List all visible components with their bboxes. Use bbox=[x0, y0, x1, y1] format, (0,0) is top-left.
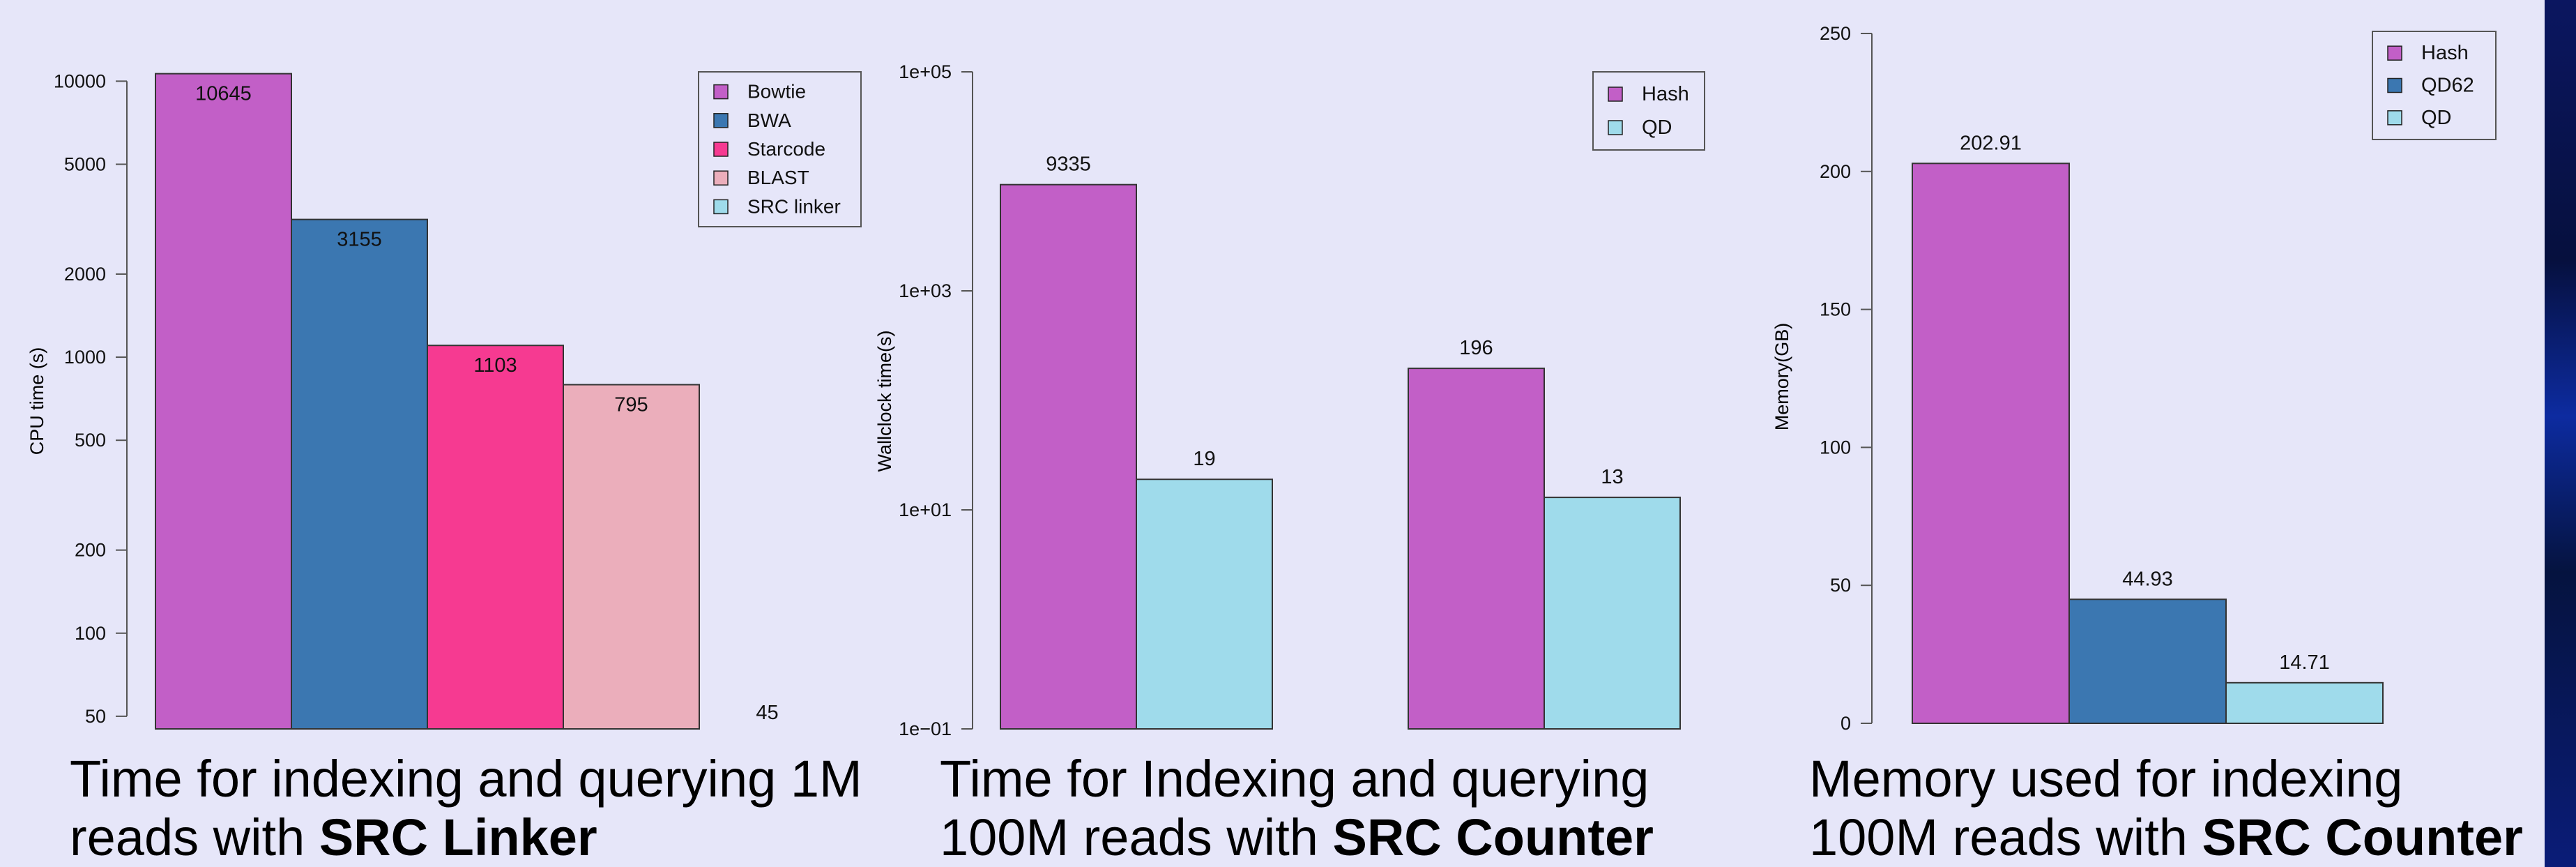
bar-value-label: 19 bbox=[1193, 448, 1215, 470]
y-tick-label: 1e−01 bbox=[899, 718, 952, 739]
legend-entry: Hash bbox=[2421, 42, 2469, 64]
bar bbox=[1544, 497, 1681, 730]
bar bbox=[1000, 183, 1137, 730]
y-tick-label: 200 bbox=[1820, 161, 1851, 182]
bar-value-label: 45 bbox=[756, 702, 778, 724]
bar bbox=[155, 73, 292, 730]
wallclock-time-chart-svg: Wallclock time(s) 1e−01 1e+01 1e+03 1e+05 93… bbox=[874, 61, 1705, 739]
caption-wallclock-time: Time for Indexing and querying 100M read… bbox=[940, 750, 1654, 867]
legend-entry: SRC linker bbox=[747, 195, 841, 217]
memory-chart: Memory(GB) 0 50 100 150 200 250 202.91 44.93 14.… bbox=[1743, 0, 2545, 739]
caption-line-2: 100M reads with SRC Counter bbox=[940, 808, 1654, 866]
legend-box bbox=[1592, 71, 1705, 151]
legend-swatch bbox=[713, 142, 729, 157]
bar-value-label: 1103 bbox=[473, 354, 517, 377]
memory-chart-svg: Memory(GB) 0 50 100 150 200 250 202.91 44.93 14.… bbox=[1771, 23, 2497, 734]
legend-swatch bbox=[713, 199, 729, 215]
bar-value-label: 14.71 bbox=[2279, 651, 2330, 674]
legend-swatch bbox=[2387, 77, 2402, 93]
y-tick-label: 100 bbox=[75, 623, 106, 644]
y-tick-label: 1e+01 bbox=[899, 499, 952, 520]
y-tick-label: 150 bbox=[1820, 299, 1851, 320]
legend-entry: QD bbox=[1642, 116, 1672, 139]
y-axis-label: CPU time (s) bbox=[26, 347, 47, 455]
y-tick-label: 10000 bbox=[54, 70, 106, 91]
legend-entry: BLAST bbox=[747, 167, 809, 188]
y-tick-label: 1e+05 bbox=[899, 61, 952, 82]
cpu-time-chart: CPU time (s) 50 100 200 500 1000 2000 5000 1000… bbox=[0, 0, 871, 739]
bar bbox=[1408, 368, 1545, 730]
bar bbox=[2225, 681, 2384, 725]
bar-value-label: 196 bbox=[1459, 337, 1493, 359]
caption-memory: Memory used for indexing 100M reads with… bbox=[1809, 750, 2523, 867]
legend-entry: QD62 bbox=[2421, 75, 2474, 97]
y-tick-label: 50 bbox=[1830, 575, 1851, 596]
caption-cpu-time: Time for indexing and querying 1M reads … bbox=[70, 750, 862, 867]
caption-line-1: Time for Indexing and querying bbox=[940, 750, 1649, 808]
bar-value-label: 44.93 bbox=[2122, 568, 2173, 590]
caption-line-2: reads with SRC Linker bbox=[70, 808, 597, 866]
legend-entry: Starcode bbox=[747, 138, 825, 160]
wallclock-time-chart: Wallclock time(s) 1e−01 1e+01 1e+03 1e+05 93… bbox=[871, 0, 1743, 739]
legend-swatch bbox=[713, 113, 729, 128]
legend-swatch bbox=[1608, 86, 1623, 102]
y-tick-label: 1000 bbox=[64, 347, 106, 368]
y-tick-label: 2000 bbox=[64, 264, 106, 285]
y-tick-label: 200 bbox=[75, 540, 106, 561]
bar-value-label: 10645 bbox=[195, 83, 252, 105]
caption-line-1: Memory used for indexing bbox=[1809, 750, 2403, 808]
y-tick-label: 50 bbox=[85, 706, 106, 727]
y-tick-label: 100 bbox=[1820, 437, 1851, 458]
bar-value-label: 13 bbox=[1601, 466, 1623, 488]
legend-swatch bbox=[713, 170, 729, 186]
y-tick-label: 5000 bbox=[64, 153, 106, 174]
cpu-time-chart-svg: CPU time (s) 50 100 200 500 1000 2000 5000 1000… bbox=[26, 70, 862, 730]
legend-entry: BWA bbox=[747, 110, 791, 131]
y-tick-label: 500 bbox=[75, 430, 106, 451]
legend-box bbox=[2372, 31, 2497, 140]
bar bbox=[563, 384, 700, 730]
y-tick-label: 250 bbox=[1820, 23, 1851, 44]
bar bbox=[427, 345, 564, 730]
y-tick-label: 0 bbox=[1840, 713, 1851, 734]
caption-line-2: 100M reads with SRC Counter bbox=[1809, 808, 2523, 866]
y-axis-label: Memory(GB) bbox=[1771, 323, 1792, 431]
legend-swatch bbox=[2387, 110, 2402, 126]
legend-swatch bbox=[713, 84, 729, 100]
bar bbox=[1912, 163, 2070, 725]
bar-value-label: 3155 bbox=[337, 229, 382, 251]
legend-entry: Hash bbox=[1642, 83, 1689, 105]
bar-value-label: 795 bbox=[614, 394, 648, 416]
bar bbox=[2068, 598, 2227, 724]
bar bbox=[1136, 478, 1273, 730]
bar-value-label: 9335 bbox=[1046, 153, 1091, 176]
legend-swatch bbox=[2387, 45, 2402, 61]
legend-swatch bbox=[1608, 120, 1623, 135]
bar-value-label: 202.91 bbox=[1960, 132, 2022, 154]
legend-box bbox=[698, 71, 862, 227]
legend-entry: Bowtie bbox=[747, 81, 806, 103]
y-tick-label: 1e+03 bbox=[899, 280, 952, 301]
legend-entry: QD bbox=[2421, 107, 2452, 129]
bar bbox=[291, 218, 428, 730]
caption-line-1: Time for indexing and querying 1M bbox=[70, 750, 862, 808]
y-axis-label: Wallclock time(s) bbox=[874, 330, 895, 472]
window-edge-decoration bbox=[2545, 0, 2576, 867]
